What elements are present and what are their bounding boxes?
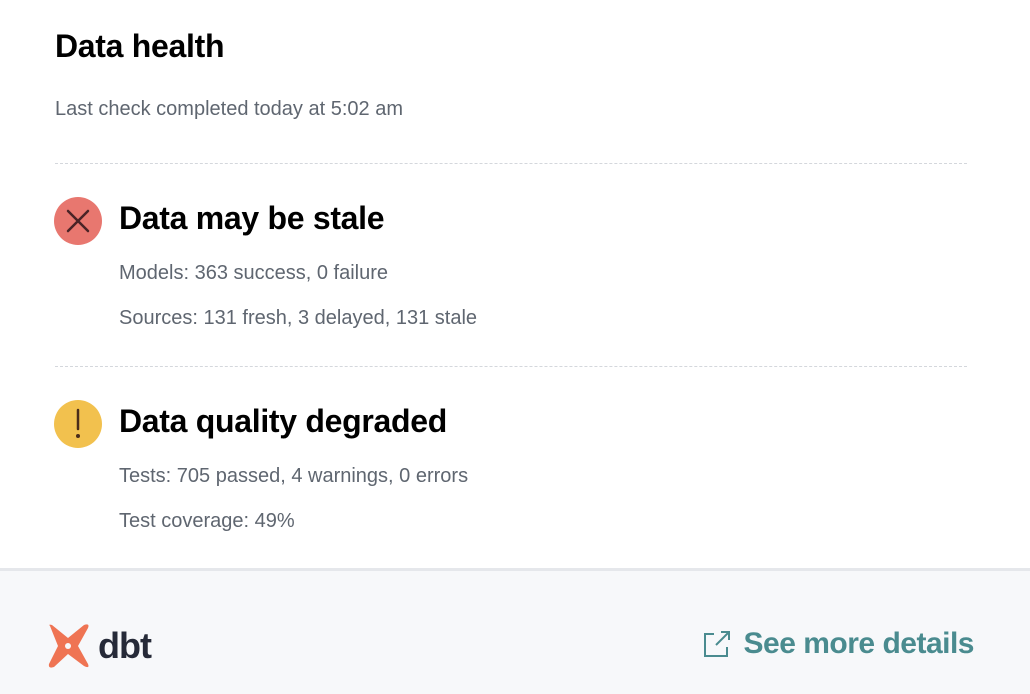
- dbt-logo: dbt: [46, 624, 152, 668]
- x-circle-icon: [54, 197, 102, 245]
- external-link-icon: [703, 631, 730, 657]
- exclamation-circle-icon: [54, 400, 102, 448]
- see-more-details-label: See more details: [743, 627, 975, 660]
- divider: [55, 366, 967, 367]
- stale-status-title: Data may be stale: [119, 200, 385, 236]
- footer: dbt See more details: [0, 568, 1030, 694]
- quality-status-title: Data quality degraded: [119, 403, 447, 439]
- dbt-logo-text: dbt: [98, 625, 152, 666]
- test-coverage: Test coverage: 49%: [119, 510, 295, 532]
- tests-summary: Tests: 705 passed, 4 warnings, 0 errors: [119, 465, 469, 487]
- sources-summary: Sources: 131 fresh, 3 delayed, 131 stale: [119, 307, 478, 329]
- models-summary: Models: 363 success, 0 failure: [119, 262, 389, 284]
- dbt-logo-icon: [48, 624, 89, 668]
- see-more-details-link[interactable]: See more details: [702, 627, 975, 661]
- divider: [55, 163, 967, 164]
- page-title: Data health: [55, 28, 225, 64]
- last-check-text: Last check completed today at 5:02 am: [55, 98, 403, 120]
